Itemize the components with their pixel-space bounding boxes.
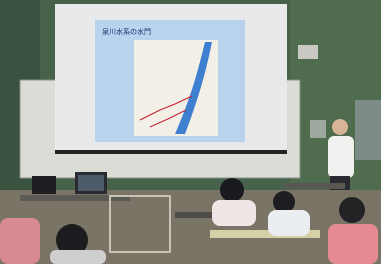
laptop-screen <box>78 175 104 191</box>
student-head <box>220 178 244 202</box>
screen-bar <box>55 150 287 154</box>
student-shirt <box>50 250 106 264</box>
presenter-head <box>332 119 348 135</box>
presenter-shirt <box>328 136 354 178</box>
speaker <box>298 45 318 59</box>
body: {"slide": {"title": "泉川水系の水門"}} 泉川水系の水門 … <box>0 0 381 264</box>
student-shirt <box>212 200 256 226</box>
window <box>355 100 381 160</box>
laptop <box>32 176 56 194</box>
student-shirt <box>328 224 378 264</box>
desk <box>285 183 345 189</box>
student-shirt <box>268 210 310 236</box>
classroom-photo: 泉川水系の水門 <box>0 0 381 264</box>
page: Classroom presentation html, body { marg… <box>0 0 381 264</box>
student-shirt <box>0 218 40 264</box>
student-head <box>273 191 295 213</box>
wall-panel <box>310 120 326 138</box>
student-head <box>339 197 365 223</box>
slide-title: 泉川水系の水門 <box>102 27 151 36</box>
